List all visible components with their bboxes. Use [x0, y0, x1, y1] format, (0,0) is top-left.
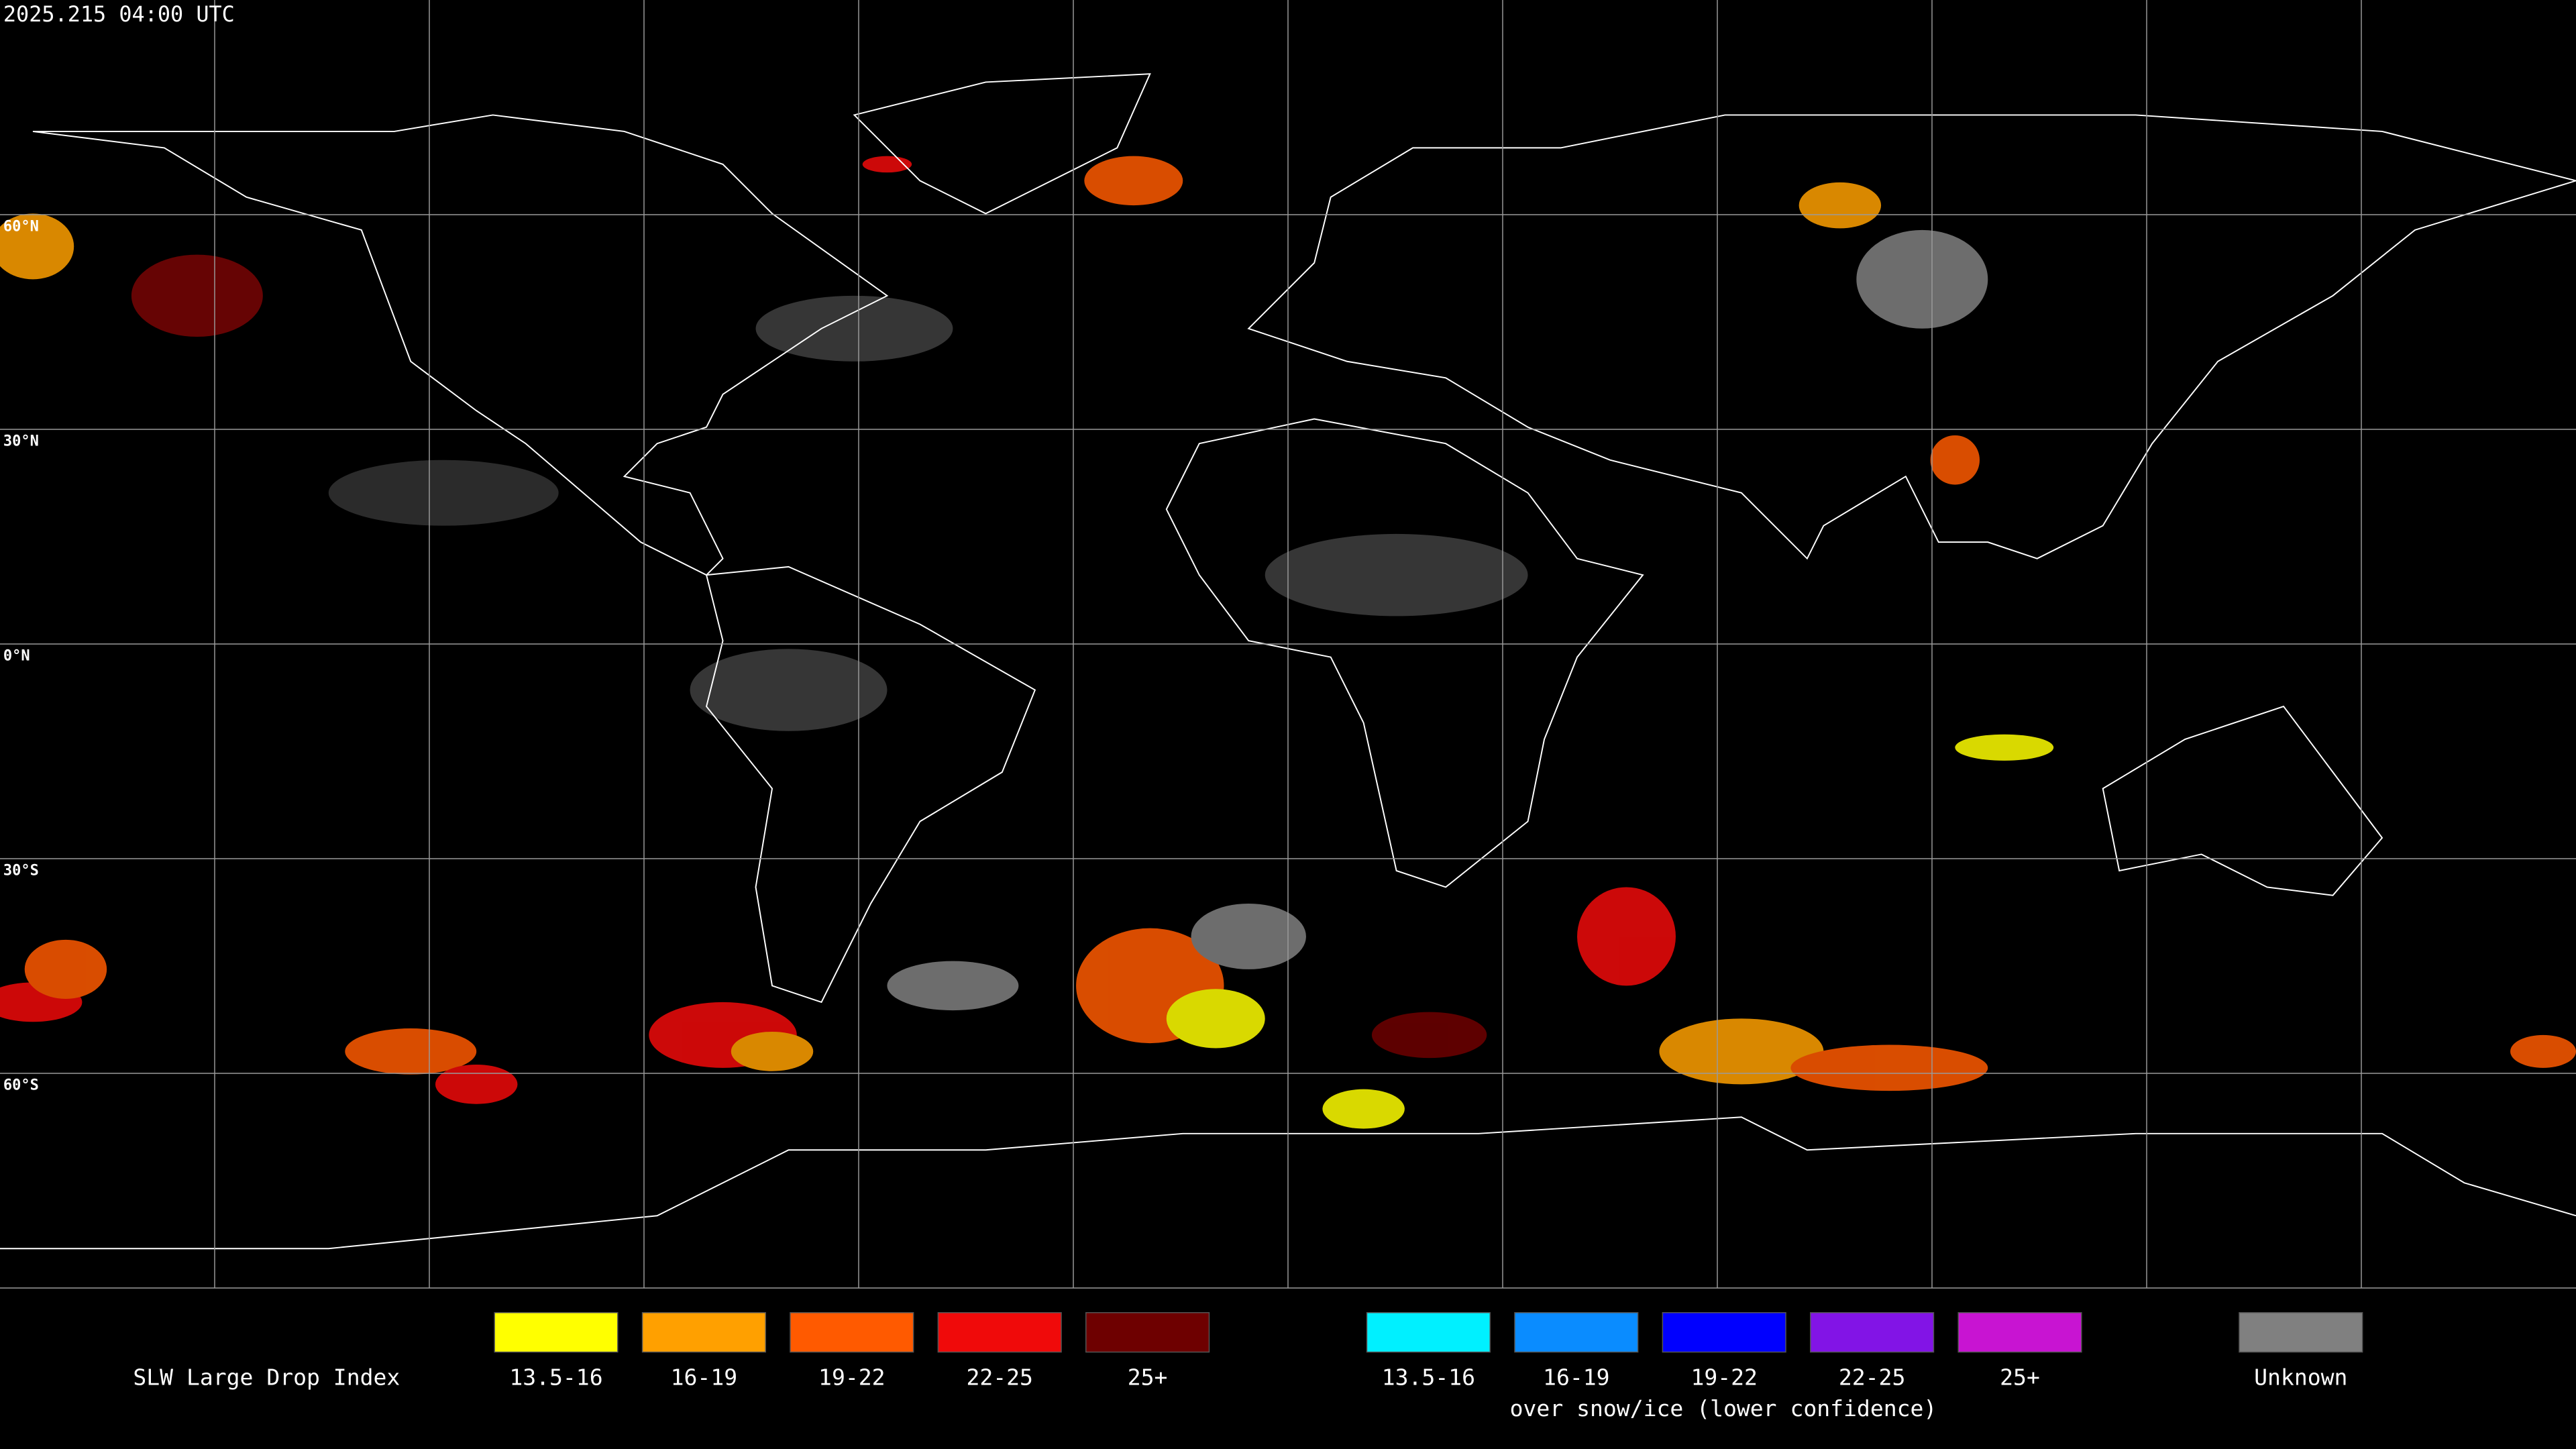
- legend-swatch: [1366, 1312, 1491, 1353]
- legend-label: 13.5-16: [1382, 1364, 1475, 1390]
- legend-swatch: [2239, 1312, 2363, 1353]
- legend-label: 19-22: [818, 1364, 885, 1390]
- legend-label: Unknown: [2254, 1364, 2347, 1390]
- legend-swatch: [790, 1312, 914, 1353]
- legend-swatch: [1810, 1312, 1935, 1353]
- legend-swatch: [1514, 1312, 1639, 1353]
- coastlines: [0, 73, 2576, 1250]
- latitude-label: 60°N: [3, 218, 39, 235]
- timestamp: 2025.215 04:00 UTC: [3, 1, 235, 27]
- legend-label: 19-22: [1690, 1364, 1757, 1390]
- legend-swatch: [494, 1312, 619, 1353]
- latitude-label: 30°S: [3, 862, 39, 879]
- legend-label: 25+: [1128, 1364, 1168, 1390]
- legend-label: 22-25: [1839, 1364, 1905, 1390]
- snow-caption: over snow/ice (lower confidence): [1510, 1395, 1937, 1421]
- legend-label: 22-25: [966, 1364, 1032, 1390]
- legend-swatch: [641, 1312, 766, 1353]
- legend-swatch: [1957, 1312, 2082, 1353]
- legend-title: SLW Large Drop Index: [133, 1364, 400, 1390]
- legend-label: 16-19: [671, 1364, 737, 1390]
- graticule: [0, 0, 2576, 1288]
- cloud-patches: [0, 156, 2576, 1129]
- legend-swatch: [1662, 1312, 1786, 1353]
- legend-label: 13.5-16: [509, 1364, 602, 1390]
- legend-label: 16-19: [1543, 1364, 1609, 1390]
- legend-label: 25+: [2000, 1364, 2040, 1390]
- latitude-label: 60°S: [3, 1077, 39, 1093]
- legend-swatch: [937, 1312, 1062, 1353]
- latitude-label: 30°N: [3, 433, 39, 449]
- legend-swatch: [1085, 1312, 1210, 1353]
- latitude-label: 0°N: [3, 647, 30, 664]
